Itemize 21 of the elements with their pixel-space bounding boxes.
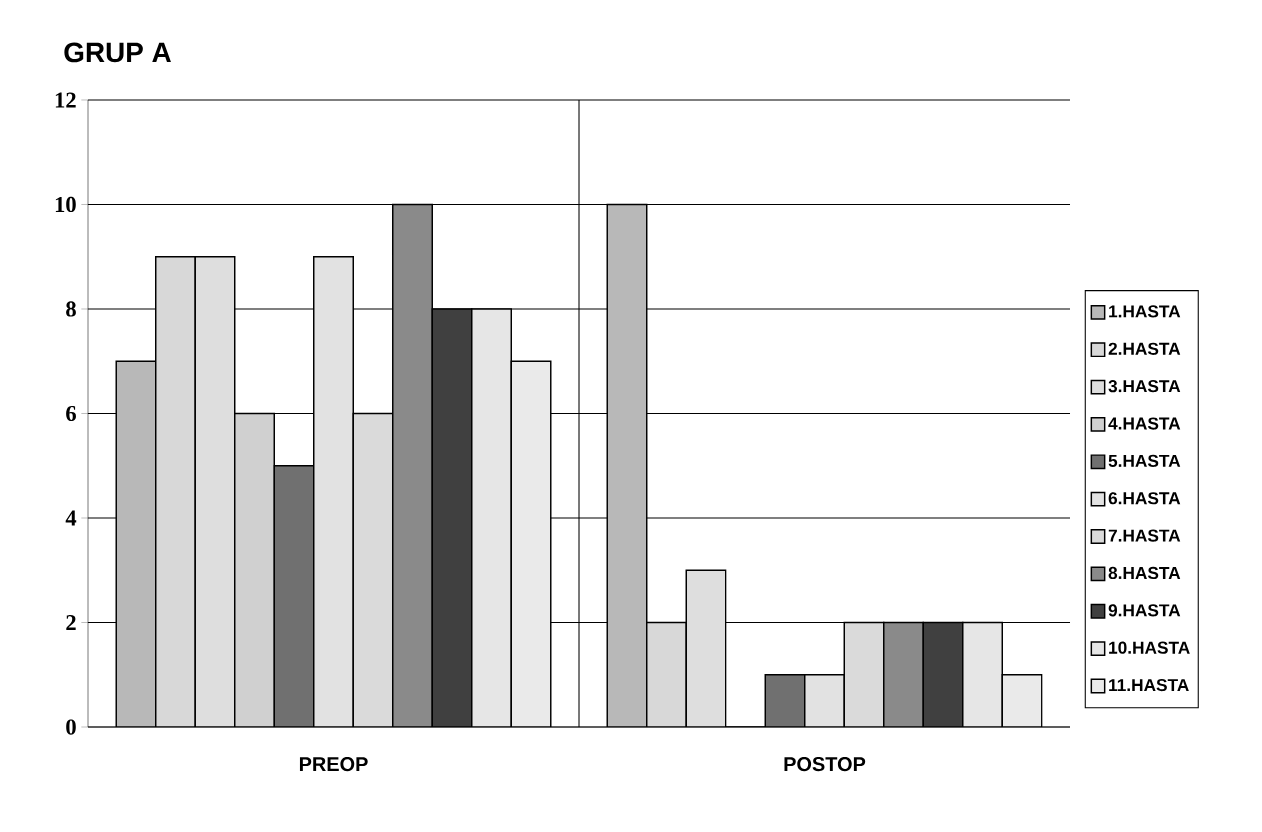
y-tick-label: 6: [66, 405, 76, 422]
y-tick-label: 10: [55, 196, 76, 213]
y-tick-label: 4: [65, 510, 77, 526]
y-tick-label: 12: [55, 92, 76, 108]
y-tick-label: 8: [66, 301, 76, 317]
legend-label: 9.HASTA: [1108, 604, 1181, 617]
legend-label: 10.HASTA: [1109, 641, 1190, 654]
legend-label: 7.HASTA: [1108, 529, 1181, 542]
x-tick-label: POSTOP: [784, 757, 866, 772]
legend-label: 2.HASTA: [1108, 342, 1181, 355]
legend-label: 4.HASTA: [1108, 417, 1181, 430]
x-tick-label: PREOP: [299, 757, 368, 772]
chart-title: GRUP A: [64, 42, 171, 63]
legend-label: 6.HASTA: [1108, 492, 1181, 505]
legend-label: 11.HASTA: [1109, 678, 1189, 692]
legend-label: 3.HASTA: [1108, 380, 1181, 393]
y-tick-label: 2: [66, 615, 76, 630]
y-tick-label: 0: [66, 719, 76, 735]
legend-label: 1.HASTA: [1109, 305, 1181, 318]
legend-label: 8.HASTA: [1108, 566, 1181, 580]
legend-label: 5.HASTA: [1108, 454, 1181, 467]
